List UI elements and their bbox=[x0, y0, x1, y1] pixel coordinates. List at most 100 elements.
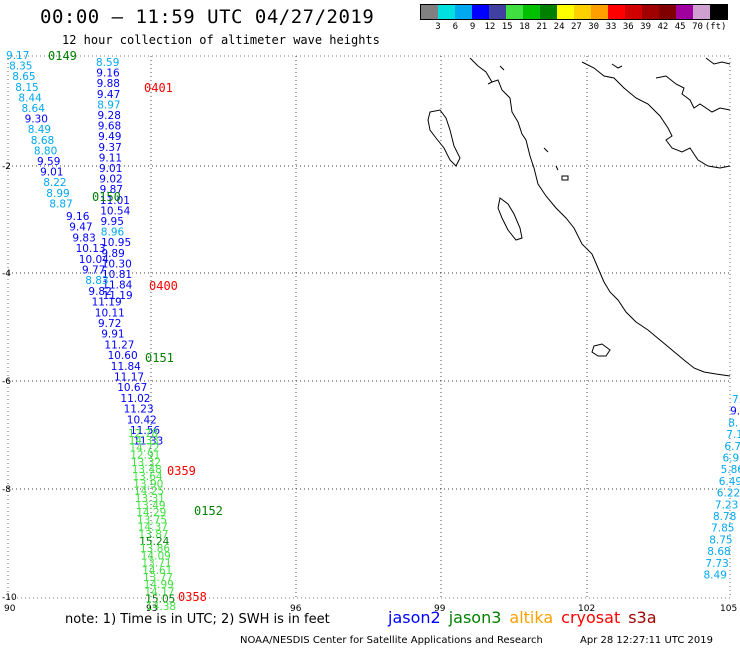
satellite-name: jason3 bbox=[448, 608, 502, 627]
legend-label: 30 bbox=[588, 22, 600, 32]
wave-height-value: 8.80 bbox=[34, 145, 57, 157]
wave-height-value: 10.67 bbox=[117, 382, 147, 394]
wave-height-value: 6.7 bbox=[724, 441, 740, 453]
wave-height-value: 10.30 bbox=[102, 258, 132, 270]
wave-height-value: 9.91 bbox=[101, 329, 124, 341]
wave-height-value: 9.68 bbox=[98, 121, 121, 133]
units-note: note: 1) Time is in UTC; 2) SWH is in fe… bbox=[65, 612, 330, 627]
wave-height-value: 9.87 bbox=[100, 184, 123, 196]
wave-height-value: 11.17 bbox=[114, 372, 144, 384]
pass-time-label: 0149 bbox=[48, 49, 77, 63]
wave-height-value: 9.49 bbox=[98, 131, 121, 143]
wave-height-value: 11.33 bbox=[133, 436, 163, 448]
wave-height-value: 10.95 bbox=[101, 237, 131, 249]
wave-height-value: 7.1 bbox=[726, 429, 740, 441]
wave-height-value: 8.65 bbox=[12, 71, 35, 83]
wave-height-value: 9.47 bbox=[69, 222, 92, 234]
wave-height-value: 14.61 bbox=[142, 565, 172, 577]
pass-time-label: 0401 bbox=[144, 81, 173, 95]
wave-height-value: 9.77 bbox=[82, 265, 105, 277]
wave-height-value: 8.83 bbox=[85, 275, 108, 287]
legend-swatch bbox=[506, 5, 523, 19]
wave-height-value: 14.72 bbox=[130, 442, 160, 454]
wave-height-value: 11.01 bbox=[100, 195, 130, 207]
legend-label: 27 bbox=[570, 22, 582, 32]
coastline bbox=[427, 57, 731, 377]
wave-height-value: 8.68 bbox=[31, 135, 54, 147]
wave-height-value: 14.25 bbox=[134, 486, 164, 498]
wave-height-value: 13.64 bbox=[133, 471, 163, 483]
pass-time-label: 0400 bbox=[149, 279, 178, 293]
wave-height-value: 13.48 bbox=[132, 464, 162, 476]
wave-height-value: 9.37 bbox=[98, 142, 121, 154]
wave-height-value: 13.32 bbox=[131, 457, 161, 469]
legend-label: 6 bbox=[452, 22, 458, 32]
wave-height-value: 7. bbox=[732, 394, 740, 406]
legend-swatch bbox=[574, 5, 591, 19]
legend-label: 9 bbox=[469, 22, 476, 32]
wave-height-value: 8.68 bbox=[707, 546, 730, 558]
wave-height-labels: 9.178.358.658.158.448.649.308.498.688.80… bbox=[6, 50, 740, 613]
map-subtitle: 12 hour collection of altimeter wave hei… bbox=[62, 33, 380, 47]
y-tick-label: -2 bbox=[2, 162, 11, 172]
pass-time-label: 0359 bbox=[167, 464, 196, 478]
wave-height-value: 10.11 bbox=[95, 307, 125, 319]
wave-height-value: 8.99 bbox=[46, 188, 69, 200]
wave-height-value: 8.49 bbox=[28, 124, 51, 136]
wave-height-value: 9.47 bbox=[97, 89, 120, 101]
legend-swatch bbox=[523, 5, 540, 19]
wave-height-value: 10.54 bbox=[100, 205, 130, 217]
x-tick-label: 96 bbox=[290, 604, 302, 614]
wave-height-value: 9.88 bbox=[97, 78, 120, 90]
wave-height-value: 5.86 bbox=[721, 464, 740, 476]
wave-height-value: 8.64 bbox=[22, 103, 46, 115]
map-frame bbox=[7, 55, 731, 599]
wave-height-value: 8.44 bbox=[18, 92, 42, 104]
wave-height-value: 11.84 bbox=[111, 361, 141, 373]
wave-height-value: 9.16 bbox=[96, 68, 120, 80]
wave-height-value: 13.71 bbox=[142, 558, 172, 570]
wave-height-value: 6.96 bbox=[723, 453, 740, 465]
wave-height-legend: 3 6 9 12 15 18 21 24 27 30 33 36 39 42 45 70 (ft) bbox=[420, 4, 728, 32]
satellite-name: s3a bbox=[628, 608, 657, 627]
wave-height-value: 13.90 bbox=[133, 478, 163, 490]
wave-height-value: 7.73 bbox=[705, 558, 728, 570]
wave-height-value: 14.37 bbox=[138, 522, 168, 534]
wave-height-value: 8.78 bbox=[713, 511, 736, 523]
pass-time-label: 0150 bbox=[92, 190, 121, 204]
x-tick-label: 99 bbox=[434, 604, 446, 614]
satellite-name: jason2 bbox=[388, 608, 441, 627]
wave-height-value: 13.49 bbox=[136, 500, 166, 512]
legend-color-bar bbox=[420, 4, 728, 20]
wave-height-value: 10.81 bbox=[102, 269, 132, 281]
legend-label: 15 bbox=[501, 22, 513, 32]
wave-height-value: 9.01 bbox=[99, 163, 122, 175]
wave-height-value: 9.16 bbox=[66, 211, 90, 223]
legend-label: 33 bbox=[605, 22, 617, 32]
wave-height-value: 14.29 bbox=[136, 507, 166, 519]
wave-height-value: 13.87 bbox=[139, 529, 169, 541]
wave-height-value: 9.82 bbox=[88, 286, 111, 298]
legend-label: 3 bbox=[435, 22, 441, 32]
legend-label: 24 bbox=[553, 22, 565, 32]
legend-swatch bbox=[659, 5, 676, 19]
legend-swatch bbox=[676, 5, 693, 19]
wave-height-value: 9.72 bbox=[98, 318, 121, 330]
wave-height-value: 9.59 bbox=[37, 156, 60, 168]
wave-height-value: 10.04 bbox=[79, 254, 109, 266]
wave-height-value: 12.78 bbox=[128, 428, 158, 440]
wave-height-value: 13.77 bbox=[143, 572, 173, 584]
wave-height-value: 15.24 bbox=[139, 536, 169, 548]
wave-height-value: 9. bbox=[730, 406, 740, 418]
legend-swatch bbox=[421, 5, 438, 19]
legend-swatch bbox=[710, 5, 727, 19]
satellite-name: altika bbox=[509, 608, 554, 627]
wave-height-value: 7.85 bbox=[711, 523, 734, 535]
pass-time-labels: 0149 0401 0150 0400 0151 0359 0152 0358 bbox=[48, 49, 223, 604]
wave-height-value: 13.75 bbox=[137, 514, 167, 526]
wave-height-value: 11.27 bbox=[104, 339, 134, 351]
legend-label: 42 bbox=[657, 22, 669, 32]
wave-height-value: 11.02 bbox=[120, 393, 150, 405]
wave-height-value: 13.86 bbox=[140, 543, 170, 555]
wave-height-value: 11.19 bbox=[103, 290, 133, 302]
